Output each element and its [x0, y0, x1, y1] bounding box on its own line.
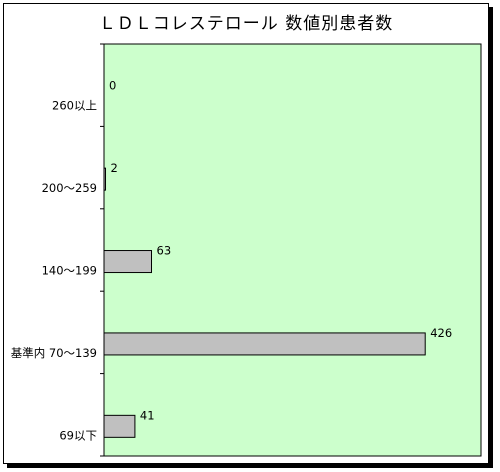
data-label-3: 426	[430, 326, 452, 340]
category-label-4: 69以下	[59, 428, 97, 442]
plot-area	[103, 43, 482, 457]
category-label-1: 200～259	[42, 181, 97, 195]
category-labels: 260以上 200～259 140～199 基準内 70～139 69以下	[11, 99, 97, 443]
bar-2	[103, 250, 153, 274]
bar-3	[103, 332, 426, 356]
category-label-3: 基準内 70～139	[11, 346, 97, 360]
data-label-4: 41	[140, 408, 155, 422]
bar-1	[103, 167, 107, 191]
data-labels: 0 2 63 426 41	[109, 79, 452, 423]
bars-group	[103, 167, 426, 438]
data-label-2: 63	[157, 244, 172, 258]
category-label-2: 140～199	[42, 264, 97, 278]
chart-title: ＬＤＬコレステロール 数値別患者数	[99, 14, 393, 34]
category-label-0: 260以上	[52, 99, 97, 113]
data-label-1: 2	[111, 161, 118, 175]
category-ticks	[100, 43, 104, 457]
data-label-0: 0	[109, 79, 116, 93]
bar-4	[103, 414, 136, 438]
